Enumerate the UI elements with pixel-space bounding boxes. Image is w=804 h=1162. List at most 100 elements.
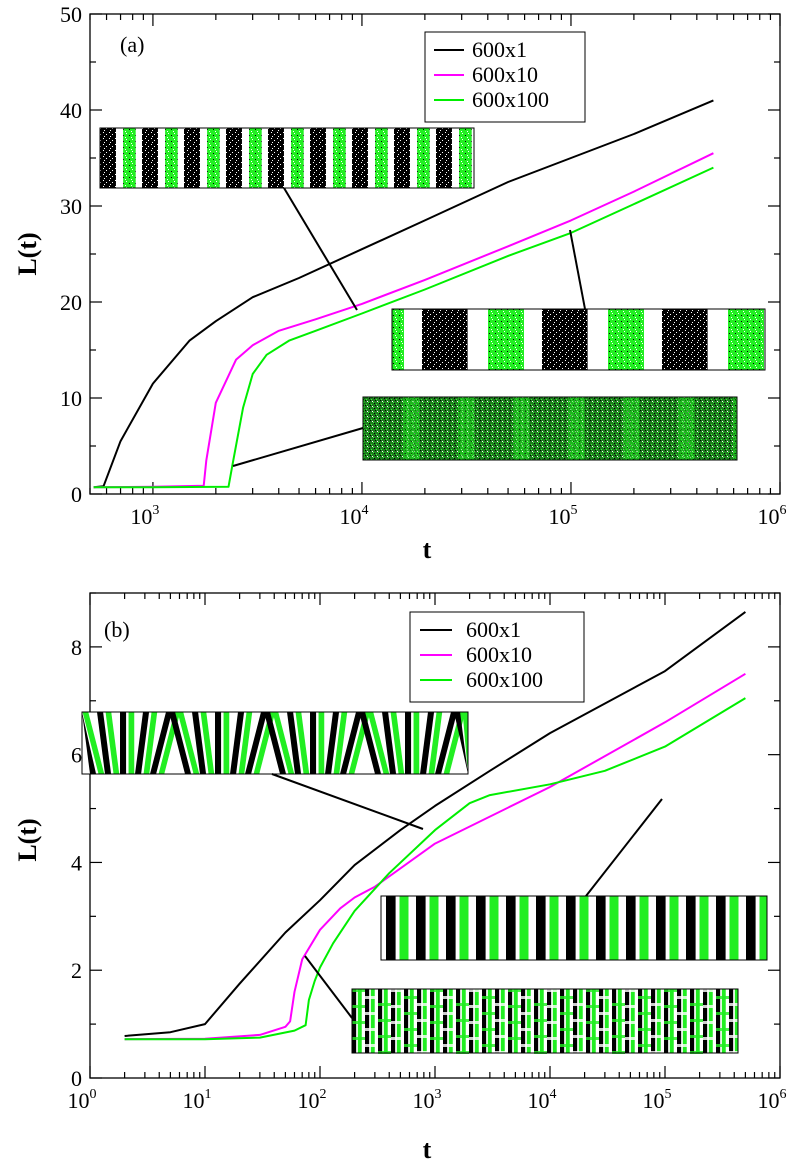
legend-a-label-2: 600x100 <box>472 87 549 112</box>
inset-stripe-green <box>295 712 310 774</box>
inset-labyrinth-break <box>547 1037 560 1040</box>
inset-labyrinth-break <box>677 1028 690 1031</box>
inset-labyrinth-break <box>430 1037 443 1040</box>
inset-band-dark <box>394 128 410 188</box>
inset-labyrinth-break <box>547 989 560 992</box>
inset-labyrinth-break <box>521 1028 534 1031</box>
inset-stripe-green <box>669 896 679 960</box>
inset-band-green <box>165 128 178 188</box>
inset-labyrinth-break <box>430 1005 443 1008</box>
inset-labyrinth-break <box>664 1021 677 1024</box>
inset-band-dark <box>436 128 452 188</box>
inset-band-green <box>733 397 737 460</box>
x-tick-label: 103 <box>413 1087 442 1113</box>
inset-labyrinth-break <box>547 1005 560 1008</box>
inset-labyrinth-break <box>443 1012 456 1015</box>
inset-labyrinth-break <box>677 1044 690 1047</box>
inset-stripe-dark <box>230 712 245 774</box>
inset-band-green <box>678 397 695 460</box>
inset-labyrinth-break <box>690 1003 703 1006</box>
inset-stripe-green <box>413 712 420 774</box>
inset-labyrinth-break <box>586 1005 599 1008</box>
inset-stripe-dark <box>482 989 487 1053</box>
inset-labyrinth-break <box>599 1044 612 1047</box>
inset-band-green <box>375 128 388 188</box>
inset-stripe-green <box>318 712 325 774</box>
inset-band-green <box>207 128 220 188</box>
inset-stripe-dark <box>446 896 456 960</box>
inset-stripe-green <box>729 896 739 960</box>
inset-stripe-green <box>519 896 529 960</box>
inset-b-top <box>81 711 469 775</box>
inset-labyrinth-break <box>599 1012 612 1015</box>
inset-b-right <box>380 895 768 961</box>
inset-stripe-green <box>549 896 559 960</box>
legend-b-label-1: 600x10 <box>466 642 532 667</box>
inset-band-dark <box>428 397 449 460</box>
inset-stripe-dark <box>405 712 412 774</box>
inset-band-dark <box>226 128 242 188</box>
inset-labyrinth-break <box>729 1035 738 1038</box>
panel-b-xlabel: t <box>423 1135 432 1162</box>
inset-stripe-dark <box>454 712 468 774</box>
inset-stripe-dark <box>120 712 127 774</box>
x-tick-label: 105 <box>643 1087 672 1113</box>
inset-band-green <box>417 128 430 188</box>
legend-a-label-0: 600x1 <box>472 37 527 62</box>
inset-a-bottom-pointer <box>232 427 364 467</box>
panel-a-series <box>93 99 714 489</box>
inset-a-top <box>99 127 475 189</box>
inset-labyrinth-break <box>391 1021 404 1024</box>
inset-labyrinth-break <box>573 1003 586 1006</box>
x-tick-label: 102 <box>298 1087 327 1113</box>
inset-stripe-dark <box>746 896 756 960</box>
inset-stripe-green <box>82 712 105 774</box>
inset-labyrinth-break <box>365 1012 378 1015</box>
panel-a-gridlayer <box>89 13 781 495</box>
inset-labyrinth-break <box>508 1021 521 1024</box>
inset-stripe-dark <box>599 989 604 1053</box>
inset-stripe-dark <box>135 712 150 774</box>
inset-labyrinth-break <box>560 1012 573 1015</box>
inset-labyrinth-break <box>612 1003 625 1006</box>
inset-labyrinth-break <box>508 1005 521 1008</box>
panel-a: 103 104 105 106 0 10 20 30 40 50 t L(t) (a) 600x1… <box>13 2 787 564</box>
inset-stripe-green <box>128 712 135 774</box>
panel-b-frame <box>89 592 781 1079</box>
inset-labyrinth-break <box>729 1003 738 1006</box>
legend-b-label-2: 600x100 <box>466 667 543 692</box>
series-line-600x1 <box>93 99 714 489</box>
inset-labyrinth-break <box>625 1021 638 1024</box>
y-tick-label: 0 <box>71 1066 82 1091</box>
inset-stripe-green <box>699 896 709 960</box>
inset-labyrinth-break <box>534 1035 547 1038</box>
inset-band-dark <box>703 397 724 460</box>
inset-band-dark <box>100 128 116 188</box>
inset-labyrinth-break <box>664 989 677 992</box>
series-line-600x1 <box>124 611 746 1037</box>
y-tick-label: 20 <box>60 290 82 315</box>
inset-a-bottom <box>362 396 738 461</box>
inset-band-green <box>513 397 530 460</box>
inset-labyrinth-break <box>365 996 378 999</box>
inset-labyrinth-break <box>703 1005 716 1008</box>
inset-labyrinth-break <box>586 1037 599 1040</box>
inset-labyrinth-break <box>560 1028 573 1031</box>
inset-labyrinth-break <box>703 989 716 992</box>
inset-labyrinth-break <box>521 996 534 999</box>
panel-a-tag: (a) <box>120 32 144 57</box>
x-tick-label: 104 <box>339 503 368 529</box>
panel-b-series <box>124 611 746 1041</box>
inset-labyrinth-break <box>469 989 482 992</box>
inset-stripe-dark <box>435 712 458 774</box>
inset-band-green <box>403 397 420 460</box>
inset-stripe-green <box>489 896 499 960</box>
inset-band-dark <box>310 128 326 188</box>
inset-band-dark <box>373 397 394 460</box>
inset-band-green <box>333 128 346 188</box>
inset-stripe-dark <box>359 712 382 774</box>
inset-labyrinth-break <box>521 1012 534 1015</box>
series-line-600x10 <box>93 152 714 489</box>
inset-stripe-green <box>579 896 589 960</box>
inset-stripe-dark <box>340 712 363 774</box>
